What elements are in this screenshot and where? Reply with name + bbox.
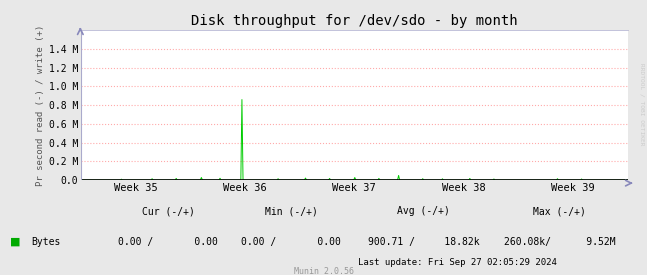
Text: RRDTOOL / TOBI OETIKER: RRDTOOL / TOBI OETIKER	[640, 63, 645, 146]
Text: Avg (-/+): Avg (-/+)	[397, 207, 450, 216]
Text: Last update: Fri Sep 27 02:05:29 2024: Last update: Fri Sep 27 02:05:29 2024	[358, 258, 556, 267]
Text: 0.00 /       0.00: 0.00 / 0.00	[241, 237, 341, 247]
Text: Munin 2.0.56: Munin 2.0.56	[294, 267, 353, 275]
Text: 260.08k/      9.52M: 260.08k/ 9.52M	[504, 237, 615, 247]
Y-axis label: Pr second read (-) / write (+): Pr second read (-) / write (+)	[36, 24, 45, 186]
Text: Max (-/+): Max (-/+)	[533, 207, 586, 216]
Text: 900.71 /     18.82k: 900.71 / 18.82k	[368, 237, 479, 247]
Text: Cur (-/+): Cur (-/+)	[142, 207, 195, 216]
Title: Disk throughput for /dev/sdo - by month: Disk throughput for /dev/sdo - by month	[191, 14, 518, 28]
Text: Bytes: Bytes	[31, 237, 60, 247]
Text: ■: ■	[10, 237, 20, 247]
Text: 0.00 /       0.00: 0.00 / 0.00	[118, 237, 218, 247]
Text: Min (-/+): Min (-/+)	[265, 207, 318, 216]
